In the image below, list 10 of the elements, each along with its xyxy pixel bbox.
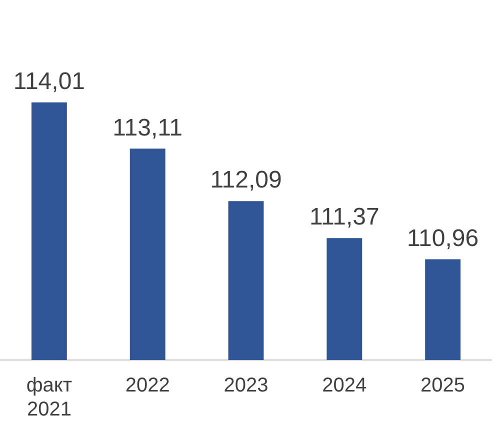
data-label: 114,01: [13, 68, 86, 95]
data-label: 111,37: [309, 204, 380, 231]
data-label: 112,09: [210, 166, 282, 194]
data-label: 113,11: [112, 114, 183, 142]
x-tick-label: 2025: [420, 374, 466, 397]
x-tick-label: 2023: [224, 374, 268, 397]
x-tick-label: факт 2021: [26, 374, 72, 421]
data-label: 110,96: [406, 224, 479, 252]
x-tick-label: 2022: [125, 374, 170, 397]
x-tick-label: 2024: [322, 374, 367, 397]
